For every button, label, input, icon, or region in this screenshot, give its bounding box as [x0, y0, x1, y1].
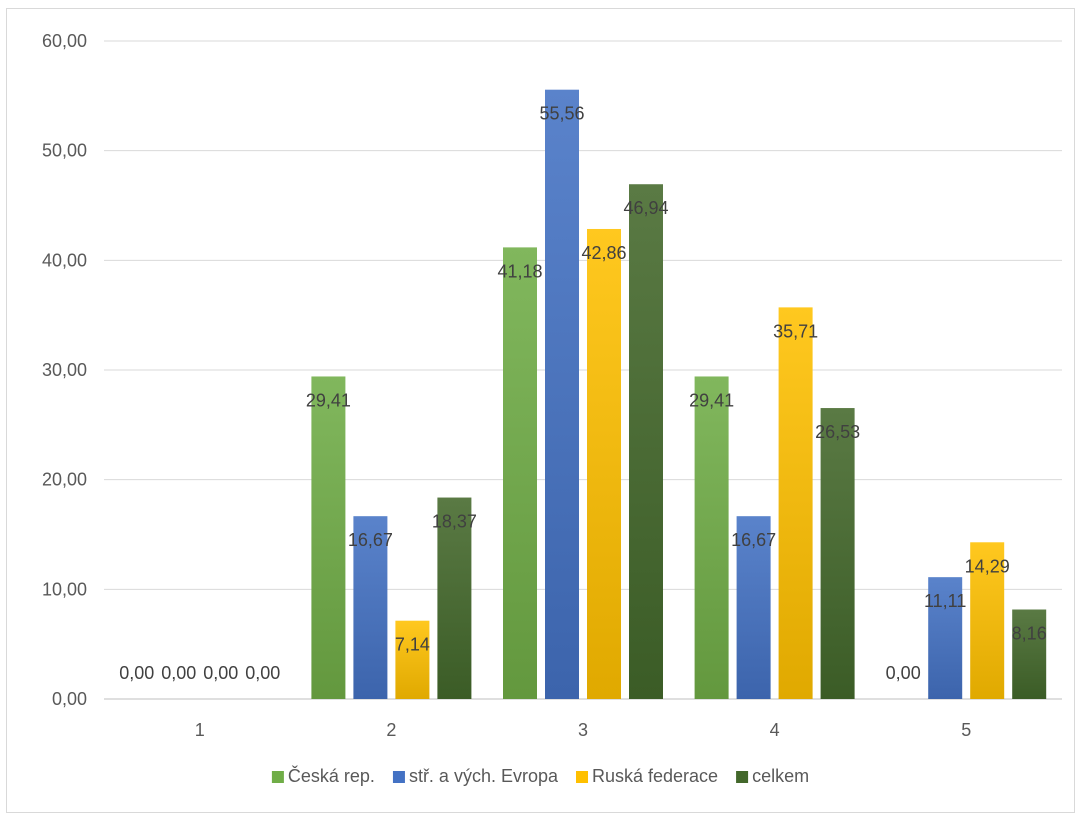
bar: [778, 307, 813, 699]
x-tick-label: 5: [961, 720, 971, 740]
data-label: 0,00: [245, 663, 280, 683]
x-axis-ticks: 1 2 3 4 5: [195, 720, 971, 740]
legend-label: Ruská federace: [592, 766, 718, 786]
data-label: 16,67: [348, 530, 393, 550]
y-tick-label: 50,00: [42, 141, 87, 161]
data-label: 41,18: [497, 261, 542, 281]
legend-label: celkem: [752, 766, 809, 786]
legend-label: Česká rep.: [288, 765, 375, 786]
data-label: 0,00: [203, 663, 238, 683]
y-tick-label: 0,00: [52, 689, 87, 709]
bar: [1012, 609, 1047, 699]
y-tick-label: 10,00: [42, 579, 87, 599]
bar: [820, 408, 855, 699]
data-labels: 0,00 0,00 0,00 0,00 29,41 16,67 7,14 18,37 41,18…: [119, 104, 1046, 683]
data-label: 8,16: [1012, 624, 1047, 644]
legend-label: stř. a vých. Evropa: [409, 766, 559, 786]
legend: Česká rep. stř. a vých. Evropa Ruská feder…: [271, 765, 809, 786]
x-tick-label: 4: [770, 720, 780, 740]
legend-swatch: [576, 771, 589, 783]
data-label: 55,56: [539, 104, 584, 124]
bar: [970, 542, 1005, 699]
data-label: 0,00: [119, 663, 154, 683]
data-label: 26,53: [815, 422, 860, 442]
bar: [736, 516, 771, 699]
bars: [311, 89, 1047, 699]
data-label: 42,86: [581, 243, 626, 263]
chart-frame: [6, 8, 1075, 813]
data-label: 0,00: [886, 663, 921, 683]
bar: [503, 247, 537, 699]
gridlines: [104, 40, 1062, 700]
legend-swatch: [736, 771, 749, 783]
data-label: 35,71: [773, 321, 818, 341]
data-label: 18,37: [432, 512, 477, 532]
y-axis-ticks: 0,00 10,00 20,00 30,00 40,00 50,00 60,00: [42, 31, 87, 709]
legend-swatch: [392, 771, 405, 783]
x-tick-label: 3: [578, 720, 588, 740]
x-tick-label: 2: [386, 720, 396, 740]
bar: [395, 620, 430, 699]
data-label: 14,29: [965, 556, 1010, 576]
x-tick-label: 1: [195, 720, 205, 740]
data-label: 29,41: [306, 390, 351, 410]
bar: [629, 184, 663, 699]
data-label: 0,00: [161, 663, 196, 683]
data-label: 16,67: [731, 530, 776, 550]
data-label: 46,94: [623, 198, 668, 218]
y-tick-label: 40,00: [42, 250, 87, 270]
bar: [311, 376, 346, 699]
data-label: 11,11: [924, 591, 966, 611]
data-label: 29,41: [689, 390, 734, 410]
y-tick-label: 20,00: [42, 470, 87, 490]
bar: [928, 577, 963, 699]
bar: [545, 89, 579, 699]
bar: [587, 228, 621, 699]
bar: [437, 497, 472, 699]
bar: [353, 516, 388, 699]
y-tick-label: 60,00: [42, 31, 87, 51]
y-tick-label: 30,00: [42, 360, 87, 380]
data-label: 7,14: [395, 635, 430, 655]
legend-swatch: [271, 771, 284, 783]
bar: [694, 376, 729, 699]
